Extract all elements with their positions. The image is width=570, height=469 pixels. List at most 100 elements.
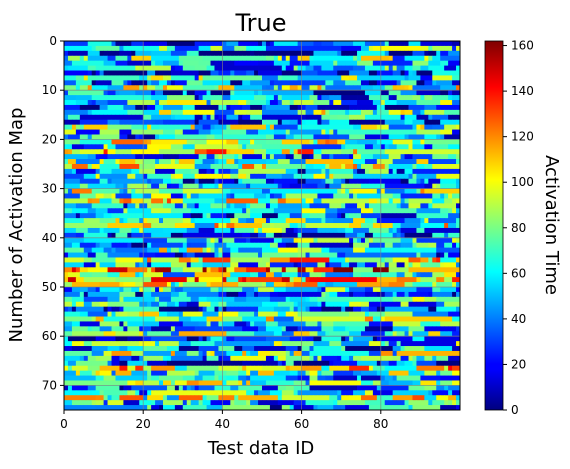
- heatmap-cell: [174, 203, 180, 209]
- heatmap-cell: [317, 213, 322, 219]
- heatmap-cell: [206, 218, 211, 224]
- heatmap-cell: [416, 282, 421, 288]
- heatmap-cell: [384, 129, 390, 135]
- heatmap-cell: [174, 218, 180, 224]
- heatmap-cell: [254, 277, 259, 283]
- heatmap-cell: [269, 227, 275, 234]
- heatmap-cell: [265, 124, 271, 130]
- heatmap-cell: [353, 114, 358, 121]
- heatmap-cell: [198, 80, 203, 86]
- heatmap-cell: [420, 109, 425, 116]
- heatmap-cell: [436, 154, 441, 160]
- heatmap-cell: [246, 159, 251, 165]
- heatmap-cell: [380, 109, 386, 116]
- heatmap-cell: [353, 70, 358, 76]
- heatmap-cell: [262, 65, 267, 71]
- heatmap-cell: [321, 154, 326, 160]
- heatmap-cell: [226, 154, 231, 160]
- heatmap-cell: [135, 50, 140, 57]
- heatmap-cell: [163, 80, 168, 86]
- heatmap-cell: [218, 70, 223, 76]
- heatmap-cell: [273, 114, 279, 121]
- heatmap-cell: [226, 282, 231, 288]
- heatmap-cell: [376, 183, 382, 189]
- heatmap-cell: [127, 45, 132, 52]
- heatmap-cell: [139, 282, 144, 288]
- heatmap-cell: [412, 257, 417, 263]
- heatmap-cell: [392, 178, 398, 185]
- heatmap-cell: [329, 252, 334, 258]
- heatmap-cell: [71, 218, 77, 224]
- heatmap-cell: [317, 178, 322, 185]
- heatmap-cell: [440, 252, 445, 258]
- heatmap-cell: [218, 154, 223, 160]
- heatmap-cell: [380, 139, 386, 145]
- heatmap-cell: [218, 60, 223, 66]
- heatmap-cell: [293, 129, 299, 135]
- heatmap-cell: [242, 227, 247, 234]
- heatmap-cell: [170, 149, 176, 155]
- heatmap-cell: [143, 267, 148, 273]
- heatmap-cell: [416, 100, 421, 106]
- heatmap-cell: [222, 55, 227, 62]
- heatmap-cell: [368, 164, 374, 170]
- heatmap-cell: [317, 208, 322, 214]
- heatmap-cell: [202, 90, 207, 96]
- heatmap-cell: [321, 90, 326, 96]
- heatmap-cell: [83, 188, 89, 194]
- heatmap-cell: [254, 90, 259, 96]
- heatmap-cell: [333, 55, 338, 62]
- heatmap-cell: [214, 104, 219, 111]
- heatmap-cell: [166, 257, 172, 263]
- heatmap-cell: [170, 213, 176, 219]
- heatmap-cell: [139, 223, 144, 229]
- heatmap-cell: [210, 134, 215, 140]
- heatmap-cell: [432, 272, 437, 278]
- heatmap-cell: [321, 173, 326, 180]
- heatmap-cell: [170, 80, 176, 86]
- heatmap-cell: [309, 247, 314, 253]
- heatmap-cell: [305, 100, 310, 106]
- heatmap-cell: [353, 223, 358, 229]
- heatmap-cell: [139, 114, 144, 121]
- heatmap-cell: [230, 208, 235, 214]
- heatmap-cell: [254, 95, 259, 101]
- heatmap-cell: [325, 144, 330, 150]
- heatmap-cell: [127, 282, 132, 288]
- heatmap-cell: [115, 50, 120, 57]
- heatmap-cell: [432, 129, 437, 135]
- heatmap-cell: [436, 139, 441, 145]
- heatmap-cell: [313, 272, 318, 278]
- heatmap-cell: [376, 114, 382, 121]
- heatmap-cell: [384, 139, 390, 145]
- heatmap-cell: [432, 124, 437, 130]
- heatmap-cell: [349, 109, 354, 116]
- heatmap-cell: [452, 178, 457, 185]
- heatmap-cell: [79, 159, 85, 165]
- heatmap-cell: [376, 95, 382, 101]
- heatmap-cell: [79, 282, 85, 288]
- heatmap-cell: [293, 183, 299, 189]
- heatmap-cell: [297, 267, 302, 273]
- heatmap-cell: [357, 139, 362, 145]
- heatmap-cell: [301, 178, 306, 185]
- heatmap-cell: [265, 134, 271, 140]
- heatmap-cell: [297, 159, 302, 165]
- heatmap-cell: [281, 193, 287, 199]
- heatmap-cell: [309, 242, 314, 249]
- heatmap-cell: [111, 50, 116, 57]
- heatmap-cell: [147, 223, 152, 229]
- heatmap-cell: [265, 80, 271, 86]
- heatmap-cell: [424, 178, 429, 185]
- heatmap-cell: [372, 262, 378, 268]
- heatmap-cell: [368, 223, 374, 229]
- heatmap-cell: [190, 100, 196, 106]
- heatmap-cell: [250, 173, 255, 180]
- heatmap-cell: [206, 213, 211, 219]
- heatmap-cell: [456, 154, 461, 160]
- heatmap-cell: [190, 173, 196, 180]
- heatmap-cell: [305, 193, 310, 199]
- heatmap-cell: [428, 114, 433, 121]
- heatmap-cell: [64, 55, 69, 62]
- heatmap-cell: [337, 252, 342, 258]
